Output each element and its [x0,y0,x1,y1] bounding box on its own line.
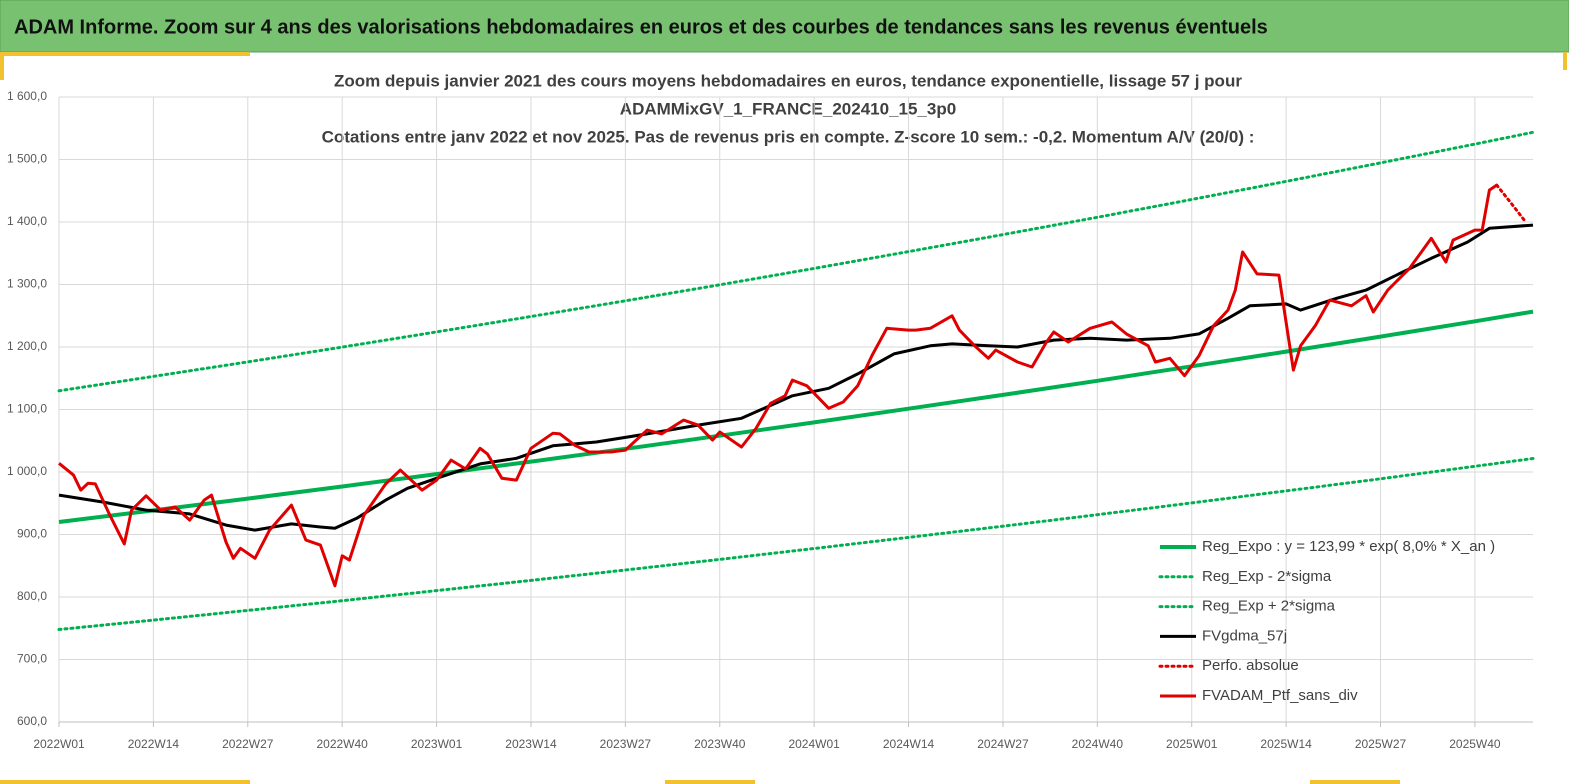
chart-title: Zoom depuis janvier 2021 des cours moyen… [334,71,1242,90]
legend-label: Perfo. absolue [1202,657,1299,674]
y-tick-label: 800,0 [17,589,47,603]
x-tick-label: 2023W40 [694,737,746,751]
series-line [58,183,1498,588]
x-tick-label: 2022W14 [128,737,180,751]
x-tick-label: 2025W40 [1449,737,1501,751]
header-title: ADAM Informe. Zoom sur 4 ans des valoris… [14,16,1268,38]
x-tick-label: 2024W40 [1072,737,1124,751]
x-tick-label: 2023W14 [505,737,557,751]
grid: 600,0 700,0 800,0 900,0 1 000,0 1 100,0 1 200,… [7,89,1533,751]
legend: Reg_Expo : y = 123,99 * exp( 8,0% * X_an… [1158,538,1495,704]
accent [1563,52,1567,70]
y-tick-label: 1 200,0 [7,339,47,353]
x-tick-label: 2025W01 [1166,737,1218,751]
legend-label: FVADAM_Ptf_sans_div [1202,687,1358,704]
y-tick-label: 1 300,0 [7,277,47,291]
y-tick-label: 1 600,0 [7,89,47,103]
x-tick-label: 2024W14 [883,737,935,751]
legend-label: Reg_Expo : y = 123,99 * exp( 8,0% * X_an… [1202,538,1495,555]
series-line [57,130,1535,393]
y-tick-label: 700,0 [17,652,47,666]
series-line [57,457,1535,631]
accent [0,52,250,56]
accent [0,780,250,784]
x-tick-label: 2024W27 [977,737,1029,751]
x-tick-label: 2022W01 [33,737,85,751]
accent [0,52,4,80]
accent [665,780,755,784]
series-line [1495,183,1528,224]
y-tick-label: 1 400,0 [7,214,47,228]
chart-title: Cotations entre janv 2022 et nov 2025. P… [322,127,1255,146]
x-tick-label: 2024W01 [788,737,840,751]
chart-title: ADAMMixGV_1_FRANCE_202410_15_3p0 [620,99,956,118]
series-line [58,223,1534,532]
legend-label: FVgdma_57j [1202,627,1287,644]
series-line [58,309,1534,524]
plot [57,130,1535,631]
x-tick-label: 2023W27 [600,737,652,751]
y-tick-label: 1 500,0 [7,152,47,166]
y-tick-label: 1 000,0 [7,464,47,478]
legend-label: Reg_Exp - 2*sigma [1202,568,1332,585]
header-bar [0,0,1569,53]
y-tick-label: 900,0 [17,527,47,541]
x-tick-label: 2025W14 [1260,737,1312,751]
y-tick-label: 600,0 [17,714,47,728]
accent [1310,780,1400,784]
x-tick-label: 2022W27 [222,737,274,751]
x-tick-label: 2023W01 [411,737,463,751]
y-tick-label: 1 100,0 [7,402,47,416]
x-tick-label: 2022W40 [316,737,368,751]
legend-label: Reg_Exp + 2*sigma [1202,598,1336,615]
x-tick-label: 2025W27 [1355,737,1407,751]
